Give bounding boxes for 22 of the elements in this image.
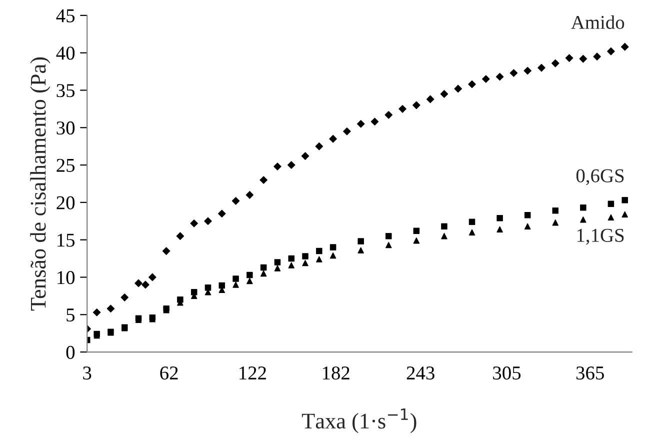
x-tick-label: 3 — [83, 366, 92, 380]
series-label: 0,6GS — [576, 169, 624, 186]
y-tick-label: 30 — [56, 121, 75, 135]
y-tick-label: 45 — [56, 9, 75, 22]
x-tick-label: 122 — [240, 366, 266, 380]
x-tick-label: 182 — [322, 366, 350, 380]
y-tick-label: 40 — [56, 46, 75, 60]
y-tick-label: 20 — [56, 196, 75, 210]
x-tick-label: 365 — [576, 366, 604, 380]
y-tick-label: 0 — [66, 346, 75, 359]
x-axis-title: Taxa (1·s$^{−1}$) — [302, 408, 416, 434]
x-tick-label: 305 — [493, 366, 521, 380]
y-axis-title: Tensão de cisalhamento (Pa) — [30, 57, 50, 311]
y-tick-label: 25 — [56, 158, 75, 172]
series-label: 1,1GS — [577, 228, 624, 245]
x-tick-label: 243 — [406, 366, 434, 380]
x-tick-label: 62 — [160, 366, 178, 380]
series-label: Amido — [571, 15, 624, 29]
y-tick-label: 35 — [56, 84, 75, 98]
y-tick-label: 15 — [58, 234, 75, 247]
y-tick-label: 5 — [66, 308, 75, 322]
y-tick-label: 10 — [58, 271, 75, 284]
